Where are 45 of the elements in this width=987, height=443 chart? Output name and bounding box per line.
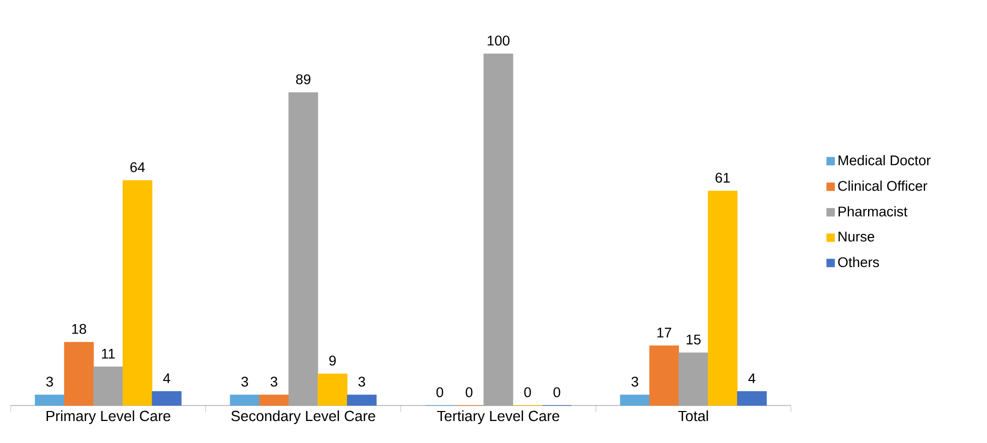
legend-label: Pharmacist bbox=[838, 206, 908, 217]
legend-label: Clinical Officer bbox=[838, 180, 928, 192]
data-label: 4 bbox=[748, 374, 756, 384]
data-label: 0 bbox=[524, 387, 531, 398]
bar bbox=[346, 394, 377, 406]
data-label: 3 bbox=[358, 376, 366, 387]
data-label: 3 bbox=[241, 376, 248, 387]
bar bbox=[122, 180, 152, 406]
data-label: 61 bbox=[716, 172, 730, 183]
data-label: 3 bbox=[46, 376, 53, 387]
data-label: 64 bbox=[130, 162, 145, 172]
data-label: 100 bbox=[488, 36, 510, 46]
bar bbox=[708, 190, 738, 406]
x-tick-label: Tertiary Level Care bbox=[437, 410, 560, 424]
data-label: 0 bbox=[554, 387, 560, 398]
bar bbox=[620, 394, 650, 406]
bar bbox=[64, 342, 94, 406]
bar bbox=[649, 346, 679, 406]
legend-label: Medical Doctor bbox=[838, 155, 931, 166]
data-label: 15 bbox=[686, 334, 701, 345]
data-label: 0 bbox=[436, 387, 444, 398]
bar bbox=[678, 352, 708, 406]
bar bbox=[288, 92, 318, 406]
data-label: 89 bbox=[296, 74, 310, 84]
legend-label: Nurse bbox=[838, 232, 874, 242]
bar bbox=[34, 394, 65, 406]
legend-label: Others bbox=[838, 256, 879, 268]
bar bbox=[318, 374, 348, 406]
bar bbox=[259, 394, 289, 406]
x-tick-label: Total bbox=[678, 410, 708, 422]
data-label: 9 bbox=[329, 356, 336, 366]
data-label: 17 bbox=[657, 328, 672, 338]
x-tick-label: Secondary Level Care bbox=[231, 410, 376, 424]
bar bbox=[230, 394, 260, 406]
bar bbox=[484, 54, 514, 406]
data-label: 4 bbox=[163, 374, 170, 384]
bar bbox=[152, 391, 182, 406]
data-label: 3 bbox=[270, 376, 278, 387]
data-label: 3 bbox=[632, 376, 638, 387]
bar bbox=[93, 366, 124, 406]
data-label: 11 bbox=[102, 348, 115, 359]
bar bbox=[737, 391, 767, 406]
data-label: 18 bbox=[72, 324, 86, 334]
x-tick-label: Primary Level Care bbox=[46, 410, 170, 424]
data-label: 0 bbox=[466, 387, 472, 398]
